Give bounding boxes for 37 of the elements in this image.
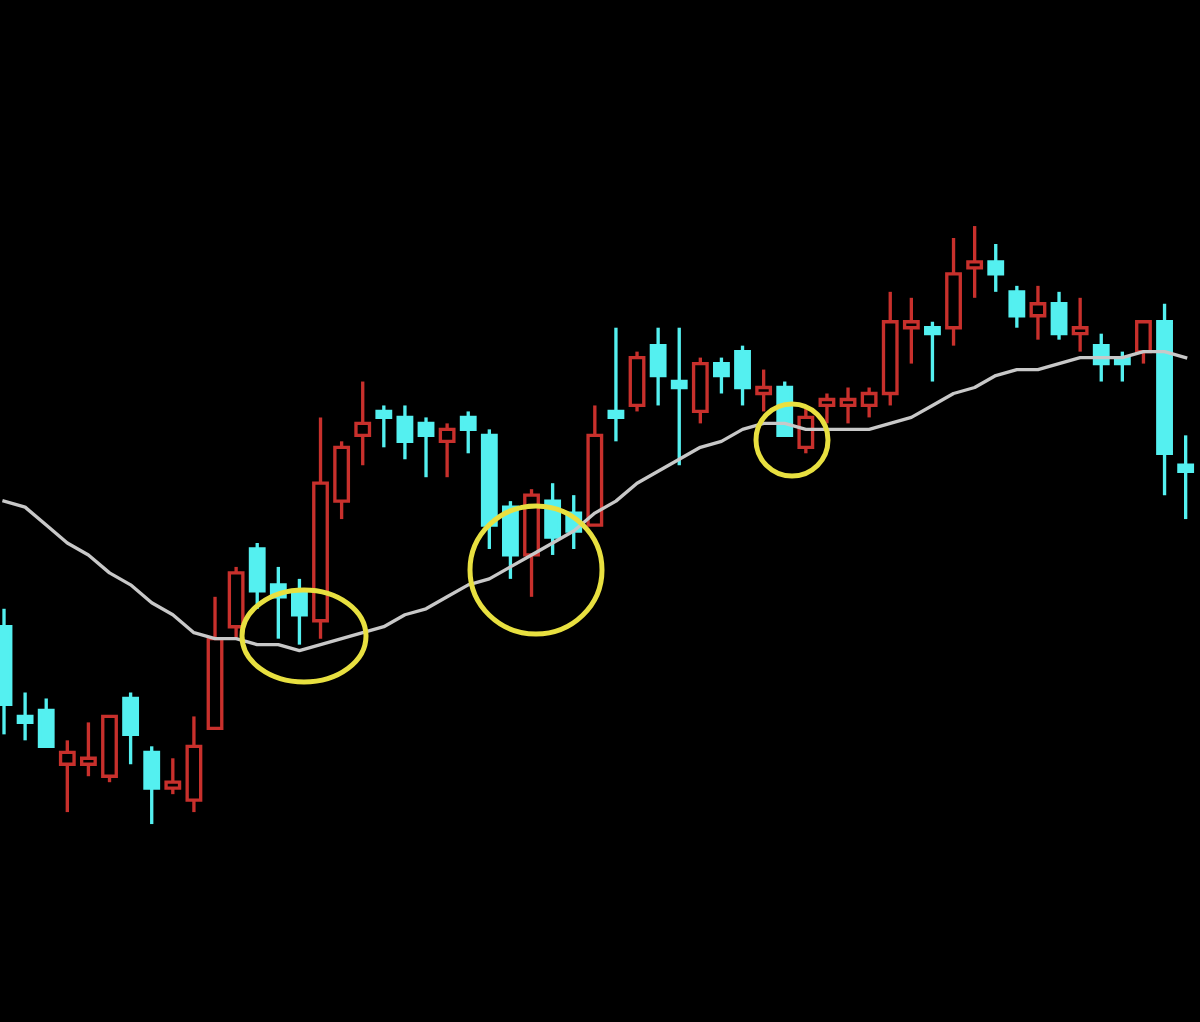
- candlestick: [396, 403, 414, 461]
- candlestick: [1071, 296, 1089, 354]
- candlestick: [417, 415, 435, 479]
- candlestick: [79, 720, 97, 778]
- candlestick: [122, 690, 140, 766]
- candlestick: [164, 756, 182, 796]
- candlestick: [37, 696, 55, 748]
- candlestick: [607, 326, 625, 443]
- candlestick: [734, 343, 751, 408]
- candlestick: [1029, 284, 1047, 342]
- candlestick: [628, 349, 646, 414]
- candlestick: [755, 367, 773, 414]
- candlestick: [143, 744, 161, 826]
- candlestick: [1008, 284, 1026, 330]
- candlestick: [354, 379, 372, 467]
- candlestick: [502, 499, 519, 581]
- candlestick: [649, 326, 667, 408]
- candlestick: [670, 326, 688, 467]
- candlestick: [860, 385, 878, 420]
- candlestick: [438, 421, 456, 479]
- candlestick: [544, 481, 562, 557]
- candlestick: [987, 242, 1005, 294]
- candlestick: [966, 224, 984, 300]
- candlestick: [902, 296, 920, 366]
- candlestick: [248, 541, 266, 611]
- candlestick: [58, 738, 76, 814]
- candlestick: [1177, 433, 1195, 521]
- candlestick: [459, 409, 477, 455]
- candlestick: [16, 690, 34, 743]
- candlestick: [839, 385, 857, 426]
- candlestick: [818, 391, 836, 426]
- candlestick: [713, 355, 730, 396]
- candlestick: [691, 355, 709, 426]
- candlestick: [1050, 290, 1068, 342]
- candlestick: [1135, 320, 1152, 366]
- candlestick: [375, 403, 393, 449]
- candlestick: [924, 320, 941, 384]
